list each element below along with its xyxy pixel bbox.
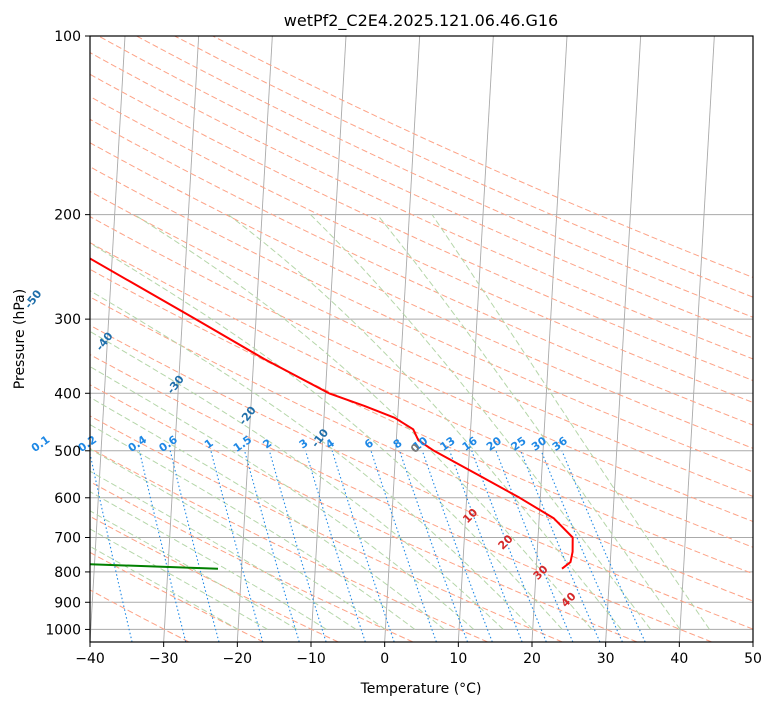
dry-adiabat-line bbox=[90, 481, 414, 642]
temperature-profile-line bbox=[90, 257, 574, 570]
mixing-ratio-line bbox=[540, 450, 623, 642]
y-tick-label: 600 bbox=[54, 491, 81, 507]
moist-adiabat-line bbox=[376, 214, 681, 630]
isotherm-line bbox=[163, 36, 200, 642]
mixing-ratio-line bbox=[244, 450, 300, 642]
moist-adiabat-line bbox=[90, 290, 534, 630]
moist-adiabat-line bbox=[90, 424, 416, 630]
moist-adiabat-line bbox=[310, 214, 651, 630]
dry-adiabat-line bbox=[90, 551, 264, 642]
x-tick-label: 20 bbox=[523, 651, 541, 667]
x-tick-label: −20 bbox=[223, 651, 253, 667]
mixing-ratio-line bbox=[268, 450, 327, 642]
isotherm-line bbox=[236, 36, 273, 642]
mixing-ratio-line bbox=[421, 450, 493, 642]
dry-adiabat-line bbox=[136, 36, 753, 318]
mixing-ratio-line bbox=[520, 450, 601, 642]
moist-adiabat-line bbox=[227, 214, 622, 630]
x-tick-label: 0 bbox=[380, 651, 389, 667]
dry-adiabat-line bbox=[90, 415, 563, 642]
moist-adiabat-line bbox=[90, 242, 563, 630]
dry-adiabat-line bbox=[90, 52, 753, 360]
mixing-ratio-line bbox=[90, 450, 133, 642]
mixing-ratio-line bbox=[399, 450, 469, 642]
isotherm-line bbox=[678, 36, 715, 642]
moist-adiabat-line bbox=[90, 470, 357, 630]
y-tick-label: 500 bbox=[54, 444, 81, 460]
x-tick-label: −40 bbox=[75, 651, 105, 667]
mixing-ratio-line bbox=[331, 450, 395, 642]
moist-adiabat-line bbox=[90, 330, 504, 630]
moist-adiabat-line bbox=[90, 510, 298, 630]
dry-adiabat-line bbox=[90, 296, 753, 602]
y-tick-label: 1000 bbox=[45, 622, 81, 638]
mixing-ratio-line bbox=[495, 450, 574, 642]
mixing-ratio-line bbox=[471, 450, 547, 642]
isotherm-line bbox=[457, 36, 494, 642]
moist-adiabat-line bbox=[90, 491, 327, 630]
dry-adiabat-line bbox=[90, 589, 190, 642]
y-tick-label: 700 bbox=[54, 531, 81, 547]
y-tick-label: 200 bbox=[54, 208, 81, 224]
isotherm-line bbox=[531, 36, 568, 642]
dry-adiabat-line bbox=[90, 118, 753, 426]
y-tick-label: 400 bbox=[54, 386, 81, 402]
isotherm-line bbox=[384, 36, 421, 642]
x-tick-label: −10 bbox=[296, 651, 326, 667]
x-tick-label: 50 bbox=[744, 651, 762, 667]
x-tick-label: 10 bbox=[449, 651, 467, 667]
dry-adiabat-line bbox=[90, 73, 753, 382]
dry-adiabat-line bbox=[90, 166, 753, 473]
dry-adiabat-line bbox=[90, 216, 753, 523]
x-tick-label: −30 bbox=[149, 651, 179, 667]
mixing-ratio-line bbox=[449, 450, 523, 642]
y-axis-label: Pressure (hPa) bbox=[12, 289, 28, 389]
y-tick-label: 900 bbox=[54, 595, 81, 611]
y-tick-label: 100 bbox=[54, 29, 81, 45]
plot-frame bbox=[89, 35, 754, 643]
moist-adiabat-line bbox=[134, 214, 593, 630]
mixing-ratio-line bbox=[138, 450, 187, 642]
x-tick-label: 30 bbox=[597, 651, 615, 667]
moist-adiabat-line bbox=[90, 448, 386, 630]
dry-adiabat-line bbox=[90, 447, 488, 642]
mixing-ratio-line bbox=[370, 450, 437, 642]
isotherm-line bbox=[90, 36, 126, 642]
moist-adiabat-line bbox=[90, 396, 445, 630]
y-tick-label: 800 bbox=[54, 565, 81, 581]
dry-adiabat-line bbox=[90, 354, 712, 642]
x-tick-label: 40 bbox=[670, 651, 688, 667]
dry-adiabat-line bbox=[90, 95, 753, 404]
chart-title: wetPf2_C2E4.2025.121.06.46.G16 bbox=[284, 11, 558, 31]
mixing-ratio-line bbox=[305, 450, 366, 642]
mixing-ratio-line bbox=[210, 450, 264, 642]
dry-adiabat-line bbox=[90, 242, 753, 548]
moist-adiabat-line bbox=[90, 528, 268, 630]
isotherm-line bbox=[605, 36, 642, 642]
moist-adiabat-line bbox=[90, 545, 239, 630]
mixing-ratio-line bbox=[169, 450, 220, 642]
dry-adiabat-line bbox=[90, 268, 753, 575]
moist-adiabat-line bbox=[90, 365, 475, 630]
x-axis-label: Temperature (°C) bbox=[360, 681, 482, 697]
y-tick-label: 300 bbox=[54, 312, 81, 328]
